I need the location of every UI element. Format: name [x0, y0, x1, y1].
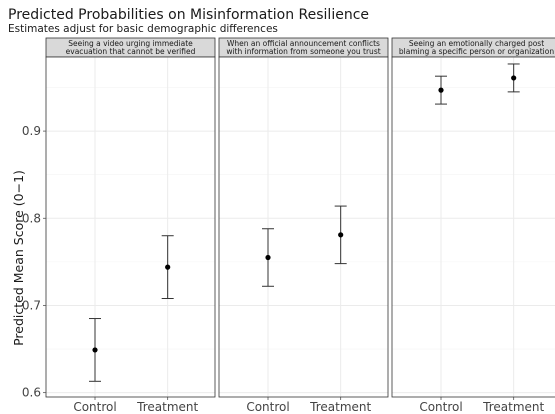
panel-2: When an official announcement conflictsw…	[218, 37, 389, 414]
strip-label: evacuation that cannot be verified	[66, 47, 196, 56]
data-point	[511, 75, 517, 81]
x-tick-label: Treatment	[309, 400, 371, 414]
y-tick-label: 0.6	[22, 386, 41, 400]
x-tick-label: Treatment	[482, 400, 544, 414]
chart-title: Predicted Probabilities on Misinformatio…	[8, 7, 369, 23]
strip-label: Seeing a video urging immediate	[68, 39, 193, 48]
panel-background	[46, 57, 215, 397]
panel-border	[391, 56, 555, 398]
strip-label: Seeing an emotionally charged post	[409, 39, 544, 48]
data-point	[165, 264, 171, 270]
x-tick-label: Control	[419, 400, 462, 414]
y-tick-label: 0.8	[22, 211, 41, 225]
x-tick-label: Control	[73, 400, 116, 414]
data-point	[438, 87, 444, 93]
y-axis-label: Predicted Mean Score (0−1)	[11, 170, 26, 346]
x-tick-label: Control	[246, 400, 289, 414]
panel-background	[392, 57, 555, 397]
y-tick-label: 0.9	[22, 124, 41, 138]
panel-1: Seeing a video urging immediateevacuatio…	[45, 37, 216, 414]
chart-subtitle: Estimates adjust for basic demographic d…	[8, 23, 278, 35]
panels: Seeing a video urging immediateevacuatio…	[22, 37, 555, 414]
panel-border	[45, 56, 216, 398]
data-point	[92, 347, 98, 353]
panel-3: Seeing an emotionally charged postblamin…	[391, 37, 555, 414]
strip-label: with information from someone you trust	[226, 47, 380, 56]
x-tick-label: Treatment	[136, 400, 198, 414]
y-tick-label: 0.7	[22, 298, 41, 312]
data-point	[265, 254, 271, 261]
strip-label: When an official announcement conflicts	[227, 39, 380, 48]
panel-border	[218, 56, 389, 398]
strip-label: blaming a specific person or organizatio…	[399, 47, 554, 56]
panel-background	[219, 57, 388, 397]
data-point	[338, 232, 344, 238]
